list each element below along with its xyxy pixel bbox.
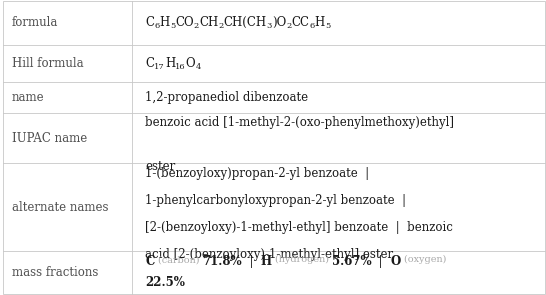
- Text: Hill formula: Hill formula: [12, 57, 84, 70]
- Text: O: O: [390, 255, 401, 268]
- Text: C: C: [145, 255, 155, 268]
- Text: 4: 4: [195, 63, 201, 71]
- Text: 1,2-propanediol dibenzoate: 1,2-propanediol dibenzoate: [145, 91, 308, 104]
- Text: ester: ester: [145, 160, 176, 173]
- Text: benzoic acid [1-methyl-2-(oxo-phenylmethoxy)ethyl]: benzoic acid [1-methyl-2-(oxo-phenylmeth…: [145, 117, 454, 130]
- Text: 1-(benzoyloxy)propan-2-yl benzoate  |: 1-(benzoyloxy)propan-2-yl benzoate |: [145, 167, 370, 180]
- Text: C: C: [145, 57, 155, 70]
- Text: [2-(benzoyloxy)-1-methyl-ethyl] benzoate  |  benzoic: [2-(benzoyloxy)-1-methyl-ethyl] benzoate…: [145, 221, 453, 234]
- Text: O: O: [186, 57, 195, 70]
- Text: CH: CH: [199, 16, 218, 29]
- Text: IUPAC name: IUPAC name: [12, 132, 87, 145]
- Text: H: H: [314, 16, 325, 29]
- Text: 16: 16: [175, 63, 186, 71]
- Text: 6: 6: [155, 22, 159, 30]
- Text: acid [2-(benzoyloxy)-1-methyl-ethyl] ester: acid [2-(benzoyloxy)-1-methyl-ethyl] est…: [145, 248, 394, 261]
- Text: |: |: [371, 255, 390, 268]
- Text: 2: 2: [194, 22, 199, 30]
- Text: 1-phenylcarbonyloxypropan-2-yl benzoate  |: 1-phenylcarbonyloxypropan-2-yl benzoate …: [145, 194, 406, 207]
- Text: 5: 5: [170, 22, 175, 30]
- Text: 5.67%: 5.67%: [332, 255, 371, 268]
- Text: 22.5%: 22.5%: [145, 276, 185, 289]
- Text: H: H: [165, 57, 175, 70]
- Text: name: name: [12, 91, 44, 104]
- Text: |: |: [242, 255, 260, 268]
- Text: (hydrogen): (hydrogen): [272, 255, 332, 264]
- Text: H: H: [159, 16, 170, 29]
- Text: 2: 2: [218, 22, 223, 30]
- Text: alternate names: alternate names: [12, 201, 108, 214]
- Text: formula: formula: [12, 16, 58, 29]
- Text: CO: CO: [175, 16, 194, 29]
- Text: CC: CC: [292, 16, 310, 29]
- Text: (oxygen): (oxygen): [401, 255, 446, 264]
- Text: H: H: [260, 255, 272, 268]
- Text: 6: 6: [310, 22, 314, 30]
- Text: (carbon): (carbon): [155, 255, 202, 264]
- Text: 3: 3: [266, 22, 272, 30]
- Text: 2: 2: [286, 22, 292, 30]
- Text: 17: 17: [155, 63, 165, 71]
- Text: 5: 5: [325, 22, 330, 30]
- Text: 71.8%: 71.8%: [202, 255, 242, 268]
- Text: )O: )O: [272, 16, 286, 29]
- Text: C: C: [145, 16, 155, 29]
- Text: CH(CH: CH(CH: [223, 16, 266, 29]
- Text: mass fractions: mass fractions: [12, 266, 98, 279]
